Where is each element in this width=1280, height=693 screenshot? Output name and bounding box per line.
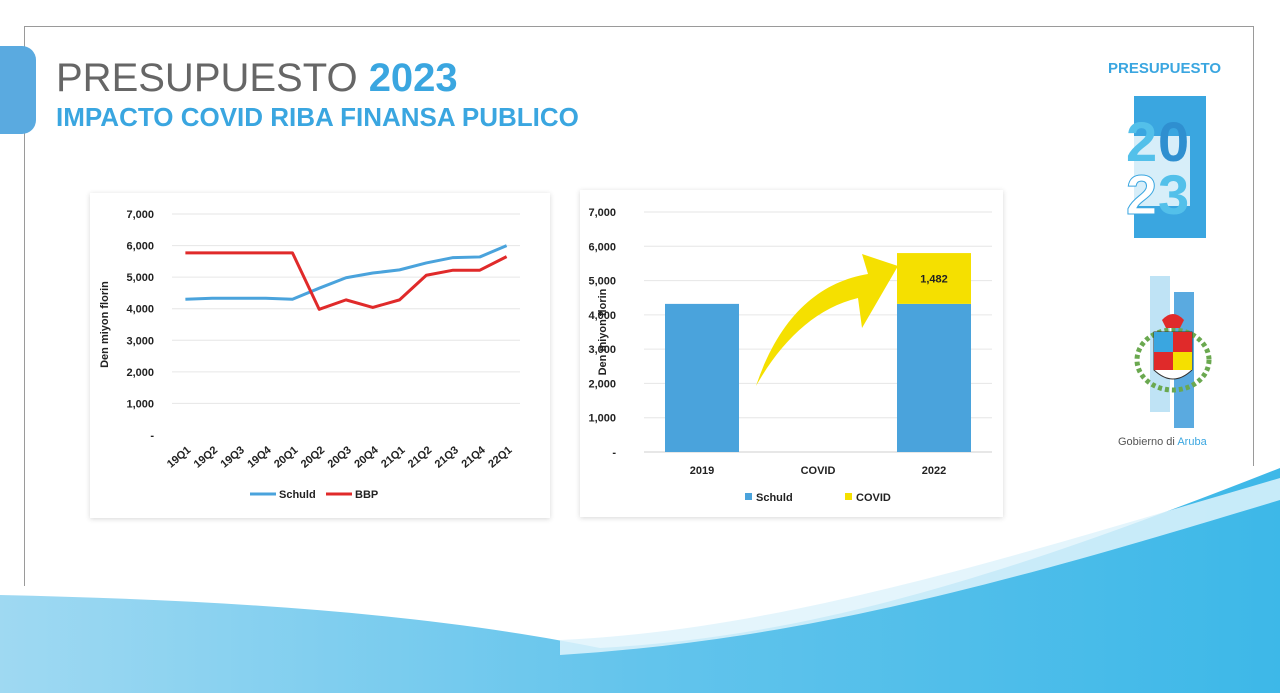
frame-left-line [24,26,25,586]
bar-schuld-2022 [897,303,971,452]
x-tick-label: 19Q4 [245,444,274,471]
data-label: 1,482 [920,273,948,285]
coat-of-arms-icon [1134,276,1212,428]
bar-chart-svg: - 1,000 2,000 3,000 4,000 5,000 6,000 7,000 Den … [588,207,992,504]
x-tick-label: 22Q1 [486,444,514,470]
x-tick-label: 20Q4 [352,444,381,471]
y-tick-label: 5,000 [588,276,616,288]
x-tick-label: 21Q1 [379,444,407,470]
legend-swatch [845,493,852,500]
y-tick-label: 6,000 [126,241,154,253]
series-line-schuld [185,244,508,301]
logo-digit-2: 0 [1158,110,1189,173]
legend-label: BBP [355,489,378,501]
legend-label: Schuld [279,489,316,501]
y-axis-title: Den miyon florin [99,281,111,368]
x-tick-label: 2019 [690,465,714,477]
arrow-up-right-icon [756,254,898,386]
y-tick-label: 7,000 [588,207,616,219]
left-accent-tab [0,46,36,134]
x-tick-label: 20Q1 [272,444,300,470]
y-tick-label: - [612,447,616,459]
government-label: Gobierno di Aruba [1118,436,1207,448]
x-tick-label: 2022 [922,465,946,477]
y-tick-label: 3,000 [588,344,616,356]
logo-digit-3: 2 [1126,163,1157,226]
y-tick-label: 4,000 [126,304,154,316]
logo-word: PRESUPUESTO [1108,60,1222,77]
x-tick-label: 20Q3 [326,444,354,470]
x-tick-label: 21Q4 [459,444,488,471]
x-tick-label: 21Q3 [433,444,461,470]
frame-top-line [24,26,1254,27]
government-logo: Gobierno di Aruba [1110,270,1240,460]
page-subtitle: IMPACTO COVID RIBA FINANSA PUBLICO [56,102,579,132]
x-tick-label: 19Q3 [219,444,247,470]
x-tick-label: 19Q2 [192,444,220,470]
government-text-prefix: Gobierno di [1118,436,1178,448]
legend-swatch [745,493,752,500]
x-tick-label: 21Q2 [406,444,434,470]
y-tick-label: 6,000 [588,241,616,253]
y-tick-label: 1,000 [588,413,616,425]
series-line-bbp [185,251,508,311]
y-tick-label: 4,000 [588,310,616,322]
y-tick-label: 2,000 [126,367,154,379]
x-tick-label: COVID [801,465,836,477]
debt-covid-bar-chart: - 1,000 2,000 3,000 4,000 5,000 6,000 7,000 Den … [580,190,1003,517]
title-year: 2023 [368,56,458,100]
page-title: PRESUPUESTO 2023 [56,56,458,100]
title-main: PRESUPUESTO [56,56,358,100]
logo-digits-graphic: 2 0 2 3 [1126,96,1206,238]
wave-highlight [560,478,1280,655]
y-tick-label: 5,000 [126,272,154,284]
presupuesto-2023-logo: PRESUPUESTO 2 0 2 3 [1100,56,1250,256]
y-tick-label: 2,000 [588,378,616,390]
y-tick-label: 3,000 [126,335,154,347]
y-tick-label: 7,000 [126,209,154,221]
y-tick-label: - [150,430,154,442]
wave-main [0,468,1280,693]
logo-digit-4: 3 [1158,163,1189,226]
government-text-accent: Aruba [1177,436,1207,448]
logo-digit-1: 2 [1126,110,1157,173]
legend-label: Schuld [756,492,793,504]
bar-covid-2022 [897,253,971,304]
y-axis-title: Den miyon florin [597,288,609,375]
legend-label: COVID [856,492,891,504]
frame-right-line [1253,26,1254,466]
debt-gdp-line-chart: - 1,000 2,000 3,000 4,000 5,000 6,000 7,000 Den … [90,193,550,518]
y-tick-label: 1,000 [126,398,154,410]
line-chart-svg: - 1,000 2,000 3,000 4,000 5,000 6,000 7,000 Den … [99,209,520,501]
x-tick-label: 19Q1 [165,444,193,470]
bar-schuld-2019 [665,303,739,452]
x-tick-label: 20Q2 [299,444,327,470]
